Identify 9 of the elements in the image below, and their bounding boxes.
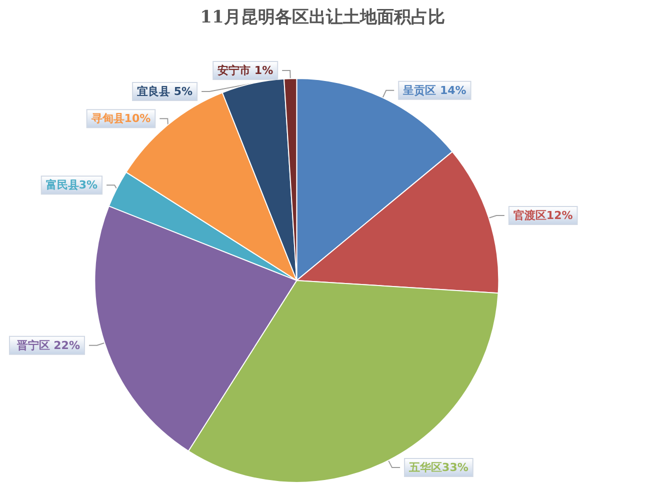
slice-label: 富民县3% <box>46 178 98 192</box>
slice-label: 官渡区12% <box>513 209 573 222</box>
slice-label: 呈贡区 14% <box>402 84 466 97</box>
slice-label: 安宁市 1% <box>218 64 274 78</box>
slice-label: 五华区33% <box>408 461 468 474</box>
chart-title: 11月昆明各区出让土地面积占比 <box>200 8 445 28</box>
slice-label: 晋宁区 22% <box>16 338 80 352</box>
slice-label: 宜良县 5% <box>137 85 193 98</box>
slice-label: 寻甸县10% <box>90 112 151 126</box>
